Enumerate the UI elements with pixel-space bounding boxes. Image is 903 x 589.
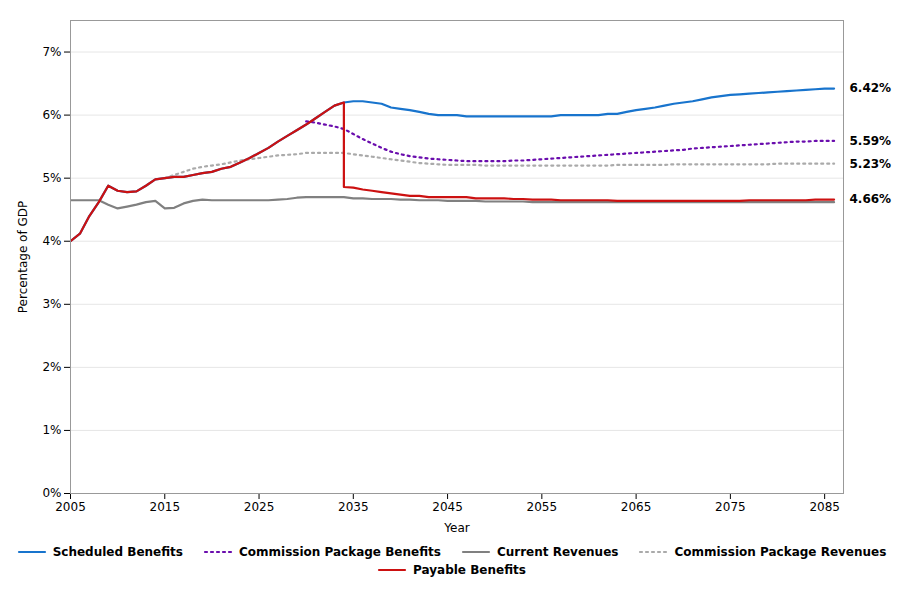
svg-text:3%: 3% (42, 297, 61, 311)
svg-text:2005: 2005 (55, 500, 86, 514)
svg-text:2025: 2025 (244, 500, 275, 514)
svg-text:2045: 2045 (432, 500, 463, 514)
svg-text:4.66%: 4.66% (850, 192, 892, 206)
svg-text:5.59%: 5.59% (850, 134, 892, 148)
svg-text:Year: Year (443, 521, 469, 535)
svg-text:2055: 2055 (527, 500, 558, 514)
svg-text:2%: 2% (42, 360, 61, 374)
svg-text:7%: 7% (42, 45, 61, 59)
svg-text:6.42%: 6.42% (850, 81, 892, 95)
svg-text:2015: 2015 (149, 500, 180, 514)
svg-text:0%: 0% (42, 486, 61, 500)
svg-text:1%: 1% (42, 423, 61, 437)
svg-text:Percentage of GDP: Percentage of GDP (16, 201, 30, 313)
svg-text:4%: 4% (42, 234, 61, 248)
html-text:Commission Package Revenues: Commission Package Revenues (674, 545, 887, 559)
html-text:Commission Package Benefits: Commission Package Benefits (239, 545, 441, 559)
html-text:Scheduled Benefits: Scheduled Benefits (52, 545, 183, 559)
svg-text:2035: 2035 (338, 500, 369, 514)
svg-text:2075: 2075 (715, 500, 746, 514)
svg-text:6%: 6% (42, 108, 61, 122)
svg-text:5.23%: 5.23% (850, 157, 892, 171)
svg-text:2065: 2065 (621, 500, 652, 514)
html-text:Current Revenues: Current Revenues (496, 545, 619, 559)
html-text:Payable Benefits: Payable Benefits (413, 563, 526, 577)
svg-text:5%: 5% (42, 171, 61, 185)
svg-text:2085: 2085 (809, 500, 840, 514)
